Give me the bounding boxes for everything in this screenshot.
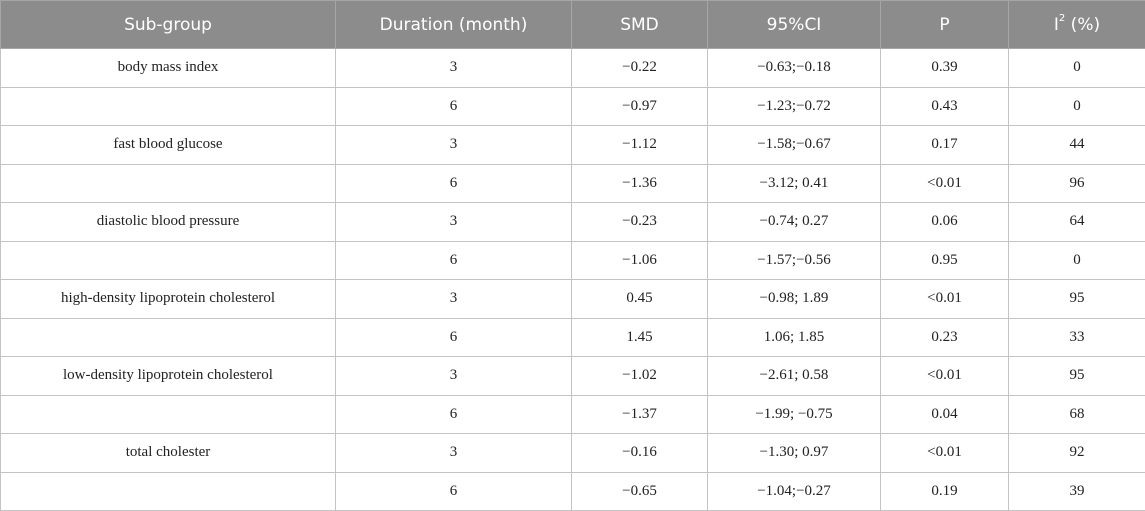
cell-subgroup bbox=[1, 164, 336, 203]
cell-smd: −1.37 bbox=[572, 395, 708, 434]
cell-subgroup: low-density lipoprotein cholesterol bbox=[1, 357, 336, 396]
cell-subgroup bbox=[1, 241, 336, 280]
cell-subgroup: body mass index bbox=[1, 49, 336, 88]
cell-duration: 6 bbox=[336, 318, 572, 357]
cell-smd: −0.65 bbox=[572, 472, 708, 511]
cell-subgroup: high-density lipoprotein cholesterol bbox=[1, 280, 336, 319]
header-smd: SMD bbox=[572, 1, 708, 49]
cell-i2: 95 bbox=[1009, 280, 1145, 319]
header-subgroup: Sub-group bbox=[1, 1, 336, 49]
cell-ci: −3.12; 0.41 bbox=[708, 164, 881, 203]
cell-subgroup: total cholester bbox=[1, 434, 336, 473]
cell-i2: 33 bbox=[1009, 318, 1145, 357]
cell-duration: 3 bbox=[336, 49, 572, 88]
header-i2-unit: (%) bbox=[1065, 15, 1100, 35]
cell-p: 0.19 bbox=[881, 472, 1009, 511]
cell-i2: 95 bbox=[1009, 357, 1145, 396]
cell-subgroup bbox=[1, 87, 336, 126]
cell-p: <0.01 bbox=[881, 434, 1009, 473]
cell-subgroup bbox=[1, 472, 336, 511]
cell-ci: −0.98; 1.89 bbox=[708, 280, 881, 319]
cell-smd: −1.02 bbox=[572, 357, 708, 396]
cell-smd: −0.97 bbox=[572, 87, 708, 126]
cell-p: 0.43 bbox=[881, 87, 1009, 126]
cell-i2: 92 bbox=[1009, 434, 1145, 473]
cell-p: 0.17 bbox=[881, 126, 1009, 165]
cell-ci: −0.74; 0.27 bbox=[708, 203, 881, 242]
header-row: Sub-group Duration (month) SMD 95%CI P I… bbox=[1, 1, 1145, 49]
header-duration: Duration (month) bbox=[336, 1, 572, 49]
cell-i2: 0 bbox=[1009, 49, 1145, 88]
cell-p: 0.04 bbox=[881, 395, 1009, 434]
cell-smd: −0.23 bbox=[572, 203, 708, 242]
cell-duration: 6 bbox=[336, 164, 572, 203]
cell-ci: −1.04;−0.27 bbox=[708, 472, 881, 511]
cell-ci: −1.30; 0.97 bbox=[708, 434, 881, 473]
cell-p: 0.23 bbox=[881, 318, 1009, 357]
cell-smd: 1.45 bbox=[572, 318, 708, 357]
cell-smd: −1.06 bbox=[572, 241, 708, 280]
cell-p: <0.01 bbox=[881, 164, 1009, 203]
cell-i2: 44 bbox=[1009, 126, 1145, 165]
cell-duration: 3 bbox=[336, 203, 572, 242]
cell-ci: −1.99; −0.75 bbox=[708, 395, 881, 434]
header-p: P bbox=[881, 1, 1009, 49]
cell-duration: 3 bbox=[336, 434, 572, 473]
cell-p: <0.01 bbox=[881, 280, 1009, 319]
cell-ci: −1.23;−0.72 bbox=[708, 87, 881, 126]
cell-p: 0.06 bbox=[881, 203, 1009, 242]
cell-duration: 3 bbox=[336, 126, 572, 165]
cell-duration: 6 bbox=[336, 395, 572, 434]
cell-i2: 0 bbox=[1009, 87, 1145, 126]
cell-subgroup: diastolic blood pressure bbox=[1, 203, 336, 242]
cell-p: <0.01 bbox=[881, 357, 1009, 396]
cell-i2: 0 bbox=[1009, 241, 1145, 280]
cell-subgroup bbox=[1, 318, 336, 357]
cell-duration: 6 bbox=[336, 472, 572, 511]
cell-ci: 1.06; 1.85 bbox=[708, 318, 881, 357]
cell-p: 0.95 bbox=[881, 241, 1009, 280]
cell-subgroup: fast blood glucose bbox=[1, 126, 336, 165]
cell-smd: −0.22 bbox=[572, 49, 708, 88]
cell-i2: 64 bbox=[1009, 203, 1145, 242]
header-i2-superscript: 2 bbox=[1059, 13, 1065, 24]
cell-subgroup bbox=[1, 395, 336, 434]
cell-duration: 3 bbox=[336, 357, 572, 396]
cell-i2: 39 bbox=[1009, 472, 1145, 511]
table-header: Sub-group Duration (month) SMD 95%CI P I… bbox=[1, 1, 1145, 49]
cell-duration: 6 bbox=[336, 87, 572, 126]
cell-ci: −1.57;−0.56 bbox=[708, 241, 881, 280]
cell-duration: 3 bbox=[336, 280, 572, 319]
cell-i2: 96 bbox=[1009, 164, 1145, 203]
header-ci: 95%CI bbox=[708, 1, 881, 49]
cell-ci: −0.63;−0.18 bbox=[708, 49, 881, 88]
cell-duration: 6 bbox=[336, 241, 572, 280]
cell-smd: −1.12 bbox=[572, 126, 708, 165]
cell-i2: 68 bbox=[1009, 395, 1145, 434]
cell-smd: −0.16 bbox=[572, 434, 708, 473]
cell-ci: −1.58;−0.67 bbox=[708, 126, 881, 165]
cell-smd: 0.45 bbox=[572, 280, 708, 319]
cell-p: 0.39 bbox=[881, 49, 1009, 88]
header-i2: I2 (%) bbox=[1009, 1, 1145, 49]
cell-smd: −1.36 bbox=[572, 164, 708, 203]
cell-ci: −2.61; 0.58 bbox=[708, 357, 881, 396]
